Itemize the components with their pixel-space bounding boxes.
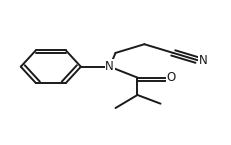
Text: N: N [105, 60, 114, 73]
Text: N: N [199, 54, 208, 67]
Text: O: O [167, 71, 176, 84]
